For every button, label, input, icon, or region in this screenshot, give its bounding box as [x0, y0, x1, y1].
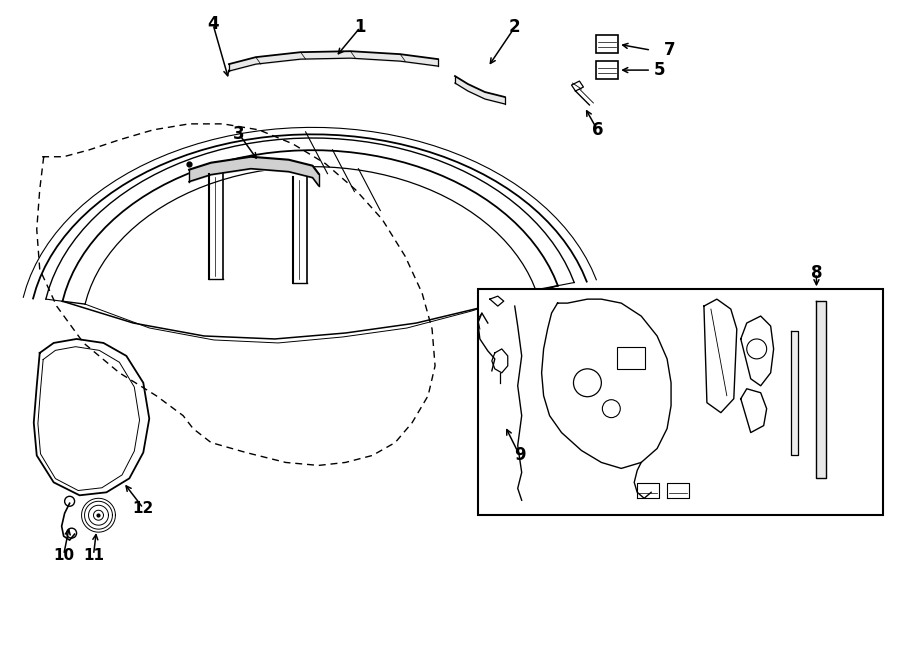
Text: 3: 3 [233, 125, 245, 143]
Polygon shape [816, 301, 826, 479]
Text: 7: 7 [664, 41, 676, 59]
Polygon shape [62, 150, 558, 304]
FancyBboxPatch shape [597, 61, 618, 79]
Text: 5: 5 [654, 61, 666, 79]
Text: 9: 9 [514, 446, 526, 465]
Text: 6: 6 [591, 121, 603, 139]
Text: 8: 8 [811, 264, 823, 282]
Text: 1: 1 [355, 19, 366, 36]
Text: 4: 4 [207, 15, 219, 33]
Bar [617, 347, 645, 369]
Polygon shape [790, 331, 797, 455]
Bar [478, 289, 883, 515]
Text: 12: 12 [132, 501, 154, 516]
Text: 11: 11 [83, 547, 104, 563]
Text: 2: 2 [508, 19, 520, 36]
Text: 10: 10 [53, 547, 74, 563]
FancyBboxPatch shape [597, 35, 618, 53]
